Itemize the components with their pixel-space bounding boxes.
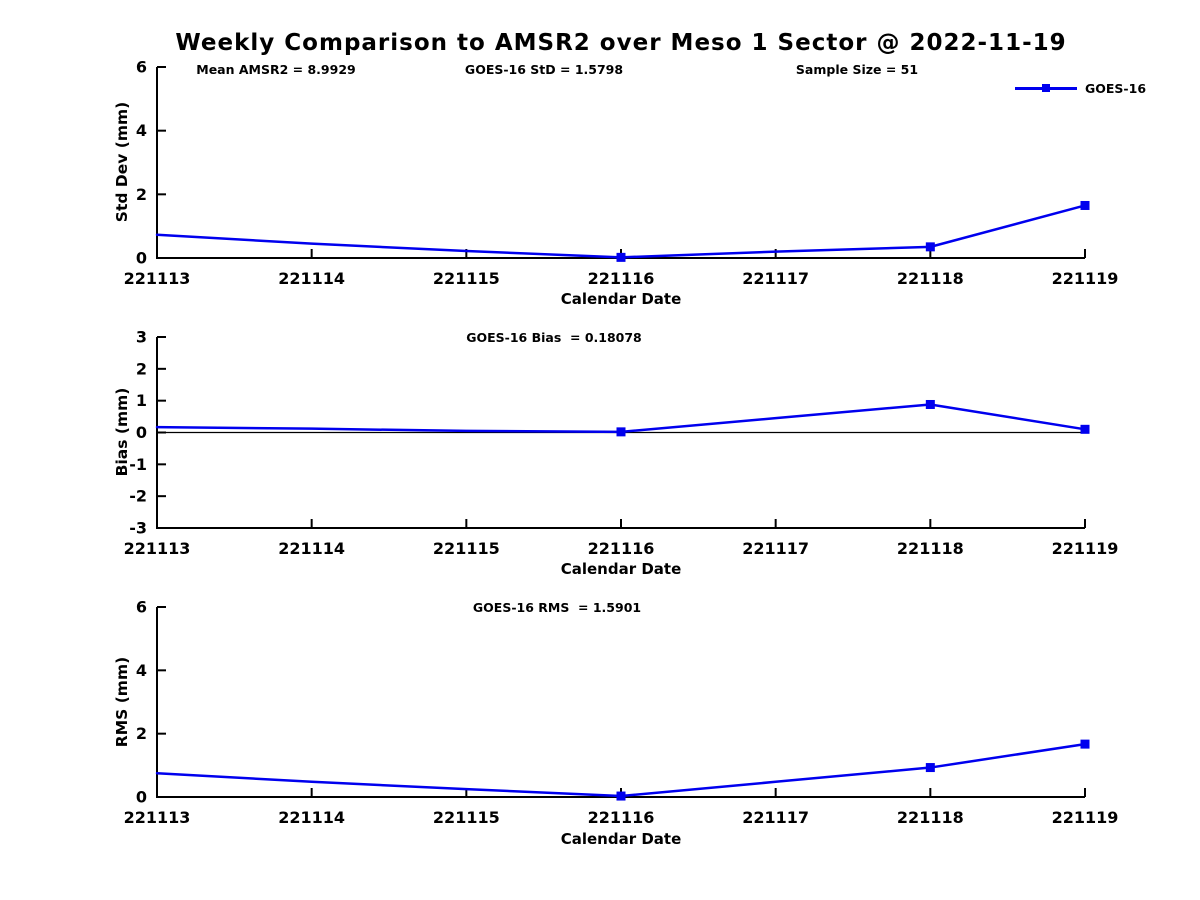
y-tick-label: 0 (136, 423, 147, 442)
x-tick-label: 221117 (742, 269, 809, 288)
x-tick-label: 221117 (742, 539, 809, 558)
annotation-goes16-std: GOES-16 StD = 1.5798 (464, 62, 624, 77)
y-tick-label: 2 (136, 185, 147, 204)
y-tick-label: -1 (129, 455, 147, 474)
xlabel-calendar-date-3: Calendar Date (560, 830, 682, 848)
y-tick-label: 1 (136, 391, 147, 410)
y-tick-label: 2 (136, 359, 147, 378)
figure-title: Weekly Comparison to AMSR2 over Meso 1 S… (175, 30, 1067, 56)
y-tick-label: 3 (136, 328, 147, 347)
y-tick-label: 6 (136, 58, 147, 77)
data-point-marker (925, 242, 935, 252)
x-tick-label: 221115 (433, 539, 500, 558)
axis-spines (156, 607, 1085, 798)
legend-swatch (1015, 80, 1077, 96)
axis-spines (156, 67, 1085, 259)
annotation-goes16-bias: GOES-16 Bias = 0.18078 (466, 330, 642, 345)
x-tick-label: 221119 (1052, 269, 1119, 288)
y-tick-label: 0 (136, 249, 147, 268)
y-tick-label: 6 (136, 598, 147, 617)
y-tick-label: 2 (136, 724, 147, 743)
x-tick-label: 221113 (124, 269, 191, 288)
data-point-marker (1080, 739, 1090, 749)
x-tick-label: 221113 (124, 808, 191, 827)
data-point-marker (1080, 200, 1090, 210)
y-tick-label: -3 (129, 519, 147, 538)
x-tick-label: 221118 (897, 808, 964, 827)
data-point-marker (616, 252, 626, 262)
annotation-mean-amsr2: Mean AMSR2 = 8.9929 (196, 62, 356, 77)
data-point-marker (925, 399, 935, 409)
x-tick-label: 221114 (278, 539, 345, 558)
y-tick-label: -2 (129, 487, 147, 506)
annotation-goes16-rms: GOES-16 RMS = 1.5901 (472, 600, 642, 615)
y-tick-label: 4 (136, 661, 147, 680)
rms-chart: 0 2 4 6 221113 221114 221115 221116 221117 221118… (124, 598, 1119, 828)
y-tick-label: 0 (136, 788, 147, 807)
annotation-sample-size: Sample Size = 51 (795, 62, 919, 77)
x-tick-label: 221117 (742, 808, 809, 827)
xlabel-calendar-date-2: Calendar Date (560, 560, 682, 578)
x-tick-label: 221118 (897, 539, 964, 558)
legend-square-marker-icon (1042, 84, 1050, 92)
x-tick-label: 221115 (433, 808, 500, 827)
x-tick-label: 221116 (588, 808, 655, 827)
x-tick-label: 221118 (897, 269, 964, 288)
x-tick-label: 221119 (1052, 539, 1119, 558)
x-tick-label: 221115 (433, 269, 500, 288)
y-tick-label: 4 (136, 121, 147, 140)
bias-chart: -3 -2 -1 0 1 2 3 221113 221114 221115 221116 221117… (124, 328, 1119, 559)
x-tick-label: 221114 (278, 269, 345, 288)
data-point-marker (616, 427, 626, 437)
std-dev-chart: 0 2 4 6 221113 221114 221115 221116 221117 221118… (124, 58, 1119, 289)
x-tick-label: 221114 (278, 808, 345, 827)
xlabel-calendar-date-1: Calendar Date (560, 290, 682, 308)
legend: GOES-16 (1015, 80, 1146, 96)
data-point-marker (925, 763, 935, 773)
x-tick-label: 221116 (588, 269, 655, 288)
data-point-marker (1080, 424, 1090, 434)
x-tick-label: 221116 (588, 539, 655, 558)
x-tick-label: 221119 (1052, 808, 1119, 827)
x-tick-label: 221113 (124, 539, 191, 558)
legend-label: GOES-16 (1085, 80, 1147, 96)
data-point-marker (616, 791, 626, 801)
